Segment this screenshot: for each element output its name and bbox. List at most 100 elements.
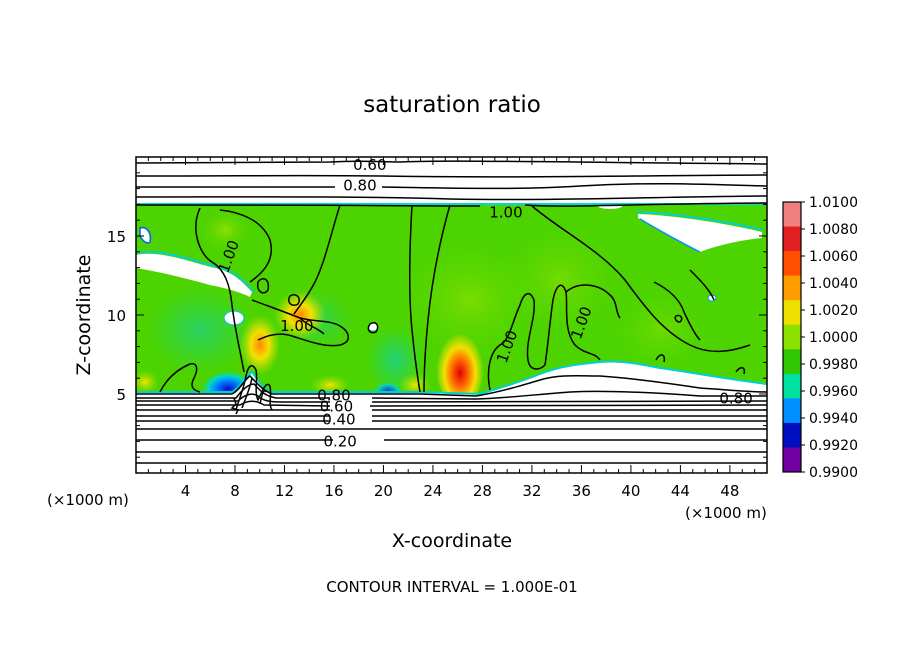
x-tick-label: 44 [671, 482, 690, 500]
heatmap-field [136, 157, 767, 473]
x-axis-title: X-coordinate [392, 530, 512, 552]
dry-region [639, 218, 701, 253]
contour-line [159, 362, 201, 393]
x-tick-label: 8 [230, 482, 240, 500]
colorbar-label: 1.0000 [809, 330, 858, 346]
colorbar-label: 0.9980 [809, 357, 858, 373]
colorbar-label: 1.0080 [809, 222, 858, 238]
warm-anomaly [136, 370, 159, 394]
contour-line [135, 160, 768, 165]
x-unit-left: (×1000 m) [47, 491, 129, 509]
x-tick-label: 16 [324, 482, 343, 500]
contour-line [241, 377, 267, 409]
dry-region [635, 211, 765, 231]
x-tick-label: 32 [522, 482, 541, 500]
chart-title: saturation ratio [363, 92, 541, 118]
field-patch [145, 285, 255, 375]
contour-line [136, 374, 768, 397]
contour-line [367, 321, 379, 334]
x-tick-label: 48 [720, 482, 739, 500]
x-tick-label: 24 [423, 482, 442, 500]
contour-line [287, 293, 301, 307]
colorbar-swatch [783, 226, 801, 252]
colorbar-label: 1.0100 [809, 195, 858, 211]
contour-line [251, 299, 349, 347]
x-tick-label: 40 [621, 482, 640, 500]
contour-line [674, 314, 683, 323]
colorbar-swatch [783, 324, 801, 350]
y-axis-title: Z-coordinate [73, 255, 95, 376]
colorbar-swatch [783, 373, 801, 399]
contour-line [136, 182, 768, 190]
x-unit-right: (×1000 m) [685, 504, 767, 522]
x-tick-label: 36 [572, 482, 591, 500]
field-patch [610, 290, 710, 370]
colorbar-swatch [783, 251, 801, 277]
contour-label: 0.80 [343, 176, 376, 194]
contour-line [135, 174, 768, 178]
warm-anomaly [310, 375, 350, 395]
colorbar-label: 1.0060 [809, 249, 858, 265]
colorbar-label: 0.9900 [809, 465, 858, 481]
contour-line [135, 202, 768, 207]
contour-line [487, 293, 546, 391]
field-patch [500, 225, 620, 335]
dry-region [139, 226, 152, 244]
warm-anomaly [436, 325, 484, 405]
contour-line [655, 354, 666, 363]
contour-line [256, 277, 270, 294]
contour-line [136, 393, 768, 403]
contour-line [531, 205, 751, 353]
contour-line [423, 204, 451, 393]
contour-line [653, 281, 701, 341]
colorbar: 1.0100 1.0080 1.0060 1.0040 1.0020 1.0000 0.99… [782, 195, 858, 481]
contour-line [219, 209, 273, 283]
contour-line [136, 400, 768, 407]
contour-line [408, 204, 421, 393]
colorbar-label: 1.0040 [809, 276, 858, 292]
y-tick-label: 5 [116, 386, 126, 404]
dry-region [136, 253, 252, 297]
warm-anomaly [200, 210, 250, 250]
cloud-base-edge [136, 360, 767, 396]
contour-line [735, 367, 746, 375]
contour-label: 1.00 [489, 203, 522, 221]
contour-interval-note: CONTOUR INTERVAL = 1.000E-01 [326, 578, 577, 596]
colorbar-swatch [783, 447, 801, 473]
y-tick-label: 15 [107, 228, 126, 246]
dry-region [638, 214, 762, 252]
contour-line [230, 397, 240, 415]
colorbar-swatch [783, 398, 801, 424]
contour-lines [135, 160, 768, 464]
x-tick-label: 20 [374, 482, 393, 500]
contour-label: 0.40 [322, 410, 355, 428]
contour-label: 0.80 [719, 390, 752, 408]
x-tick-label: 28 [473, 482, 492, 500]
frame-ticks [136, 157, 767, 473]
colorbar-label: 0.9940 [809, 411, 858, 427]
dry-region [136, 250, 255, 293]
colorbar-swatch [783, 300, 801, 326]
y-tick-label: 10 [107, 307, 126, 325]
x-tick-label: 12 [275, 482, 294, 500]
colorbar-swatch [783, 202, 801, 228]
contour-label: 0.80 [317, 387, 350, 405]
dry-region [136, 157, 767, 203]
colorbar-label: 0.9920 [809, 438, 858, 454]
colorbar-swatch [783, 422, 801, 448]
colorbar-label: 0.9960 [809, 384, 858, 400]
contour-label: 0.20 [323, 432, 356, 450]
dry-region [136, 361, 767, 473]
contour-line [689, 269, 715, 301]
colorbar-swatch [783, 349, 801, 375]
contour-line [195, 207, 245, 373]
contour-line [299, 317, 325, 335]
contour-line [565, 284, 621, 319]
contour-line [135, 195, 768, 201]
colorbar-swatch [783, 275, 801, 301]
contour-label: 0.60 [320, 398, 353, 416]
contour-line [235, 365, 273, 411]
contour-line [136, 383, 767, 400]
